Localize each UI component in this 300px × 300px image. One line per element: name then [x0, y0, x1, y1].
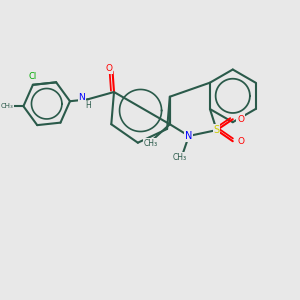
Text: Cl: Cl [29, 72, 37, 81]
Text: CH₃: CH₃ [172, 153, 187, 162]
Text: CH₃: CH₃ [144, 139, 158, 148]
Text: H: H [85, 101, 91, 110]
Text: N: N [185, 131, 193, 141]
Text: O: O [237, 137, 244, 146]
Text: CH₃: CH₃ [1, 103, 14, 109]
Text: O: O [237, 115, 244, 124]
Text: O: O [106, 64, 112, 73]
Text: S: S [214, 125, 220, 135]
Text: N: N [79, 93, 85, 102]
